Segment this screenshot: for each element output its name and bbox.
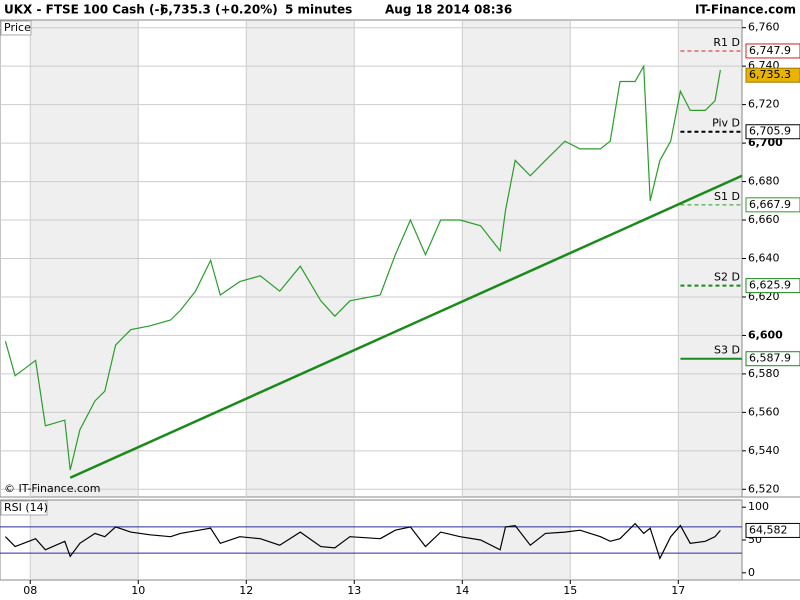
y-tick-label: 6,700 <box>748 136 783 149</box>
last-box <box>745 522 800 538</box>
symbol: UKX - FTSE 100 Cash (-) <box>4 3 165 17</box>
pivot-box <box>745 124 800 140</box>
pivot-value: 6,705.9 <box>749 125 791 138</box>
panel-label: Price <box>4 21 31 34</box>
x-tick-label: 10 <box>131 584 145 597</box>
x-tick-label: 12 <box>239 584 253 597</box>
header-bar <box>0 0 800 20</box>
y-tick-label: 6,680 <box>748 175 780 188</box>
pivot-value: 6,625.9 <box>749 279 791 292</box>
x-tick-label: 14 <box>455 584 469 597</box>
panel-label: RSI (14) <box>4 501 48 514</box>
pivot-value: 6,747.9 <box>749 44 791 57</box>
interval: 5 minutes <box>285 3 352 17</box>
x-tick-label: 08 <box>23 584 37 597</box>
y-tick-label: 6,580 <box>748 367 780 380</box>
y-tick-label: 6,540 <box>748 444 780 457</box>
panel-label-box <box>0 500 48 516</box>
pivot-name: Piv D <box>712 117 740 130</box>
price-line <box>4 64 721 471</box>
y-tick-label: 6,660 <box>748 213 780 226</box>
pivot-name: S3 D <box>714 344 740 357</box>
quote: 6,735.3 (+0.20%) <box>160 3 278 17</box>
y-tick-label: 6,560 <box>748 405 780 418</box>
y-tick-label: 6,640 <box>748 252 780 265</box>
brand: IT-Finance.com <box>695 3 796 17</box>
watermark: © IT-Finance.com <box>4 482 101 495</box>
price-line <box>4 522 721 560</box>
last-value: 64,582 <box>749 523 788 536</box>
pivot-box <box>745 43 800 59</box>
pivot-name: S1 D <box>714 190 740 203</box>
pivot-value: 6,667.9 <box>749 198 791 211</box>
x-tick-label: 15 <box>563 584 577 597</box>
x-tick-label: 13 <box>347 584 361 597</box>
pivot-box <box>745 278 800 294</box>
y-tick-label: 0 <box>748 566 755 579</box>
pivot-value: 6,587.9 <box>749 352 791 365</box>
x-tick-label: 17 <box>671 584 685 597</box>
last-value: 6,735.3 <box>749 68 791 81</box>
y-tick-label: 100 <box>748 500 769 513</box>
y-tick-label: 6,520 <box>748 482 780 495</box>
pivot-name: R1 D <box>713 36 740 49</box>
y-tick-label: 6,760 <box>748 21 780 34</box>
pivot-box <box>745 197 800 213</box>
pivot-name: S2 D <box>714 271 740 284</box>
timestamp: Aug 18 2014 08:36 <box>385 3 512 17</box>
y-tick-label: 6,720 <box>748 98 780 111</box>
y-tick-label: 6,620 <box>748 290 780 303</box>
trendline <box>69 174 743 479</box>
panel-label-box <box>0 20 32 36</box>
y-tick-label: 6,600 <box>748 328 783 341</box>
pivot-box <box>745 351 800 367</box>
last-box <box>745 67 800 83</box>
